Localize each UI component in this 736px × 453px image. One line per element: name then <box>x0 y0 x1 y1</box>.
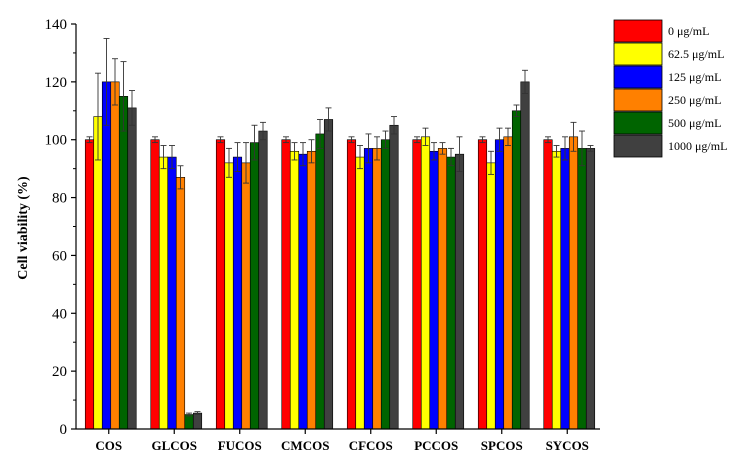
y-tick-label: 100 <box>45 133 68 149</box>
y-ticks: 0 20 40 60 80 100 120 140 <box>45 17 76 438</box>
bar <box>118 96 129 430</box>
bar <box>289 150 300 430</box>
bar <box>412 139 422 430</box>
legend-label: 500 μg/mL <box>668 116 721 130</box>
legend-swatch <box>613 42 663 66</box>
x-tick-label: GLCOS <box>151 438 197 453</box>
bar <box>150 139 160 430</box>
bar <box>93 116 103 430</box>
bar <box>503 136 513 430</box>
bar <box>175 177 186 430</box>
bar <box>486 162 496 430</box>
bar <box>224 162 234 430</box>
bar <box>577 148 587 430</box>
bar <box>454 153 465 430</box>
y-tick-label: 120 <box>45 75 68 91</box>
bar <box>258 130 268 430</box>
bar <box>158 156 169 430</box>
bar <box>315 133 325 430</box>
legend-swatch <box>613 88 663 112</box>
bar <box>323 119 334 430</box>
bar <box>372 148 382 430</box>
legend-swatch <box>613 65 663 89</box>
bar <box>429 150 439 430</box>
y-axis-title: Cell viability (%) <box>16 176 31 280</box>
bar <box>511 110 522 430</box>
x-tick-label: SYCOS <box>546 438 589 453</box>
bar <box>355 156 365 430</box>
bar <box>306 150 317 430</box>
bar <box>127 107 137 430</box>
x-tick-label: COS <box>95 438 122 453</box>
bar <box>568 136 579 430</box>
bar <box>192 412 203 430</box>
bar <box>110 81 120 430</box>
y-tick-label: 60 <box>52 248 67 264</box>
bar <box>551 150 562 430</box>
legend-label: 1000 μg/mL <box>668 139 727 153</box>
x-tick-label: PCCOS <box>414 438 458 453</box>
bar <box>446 156 456 430</box>
bar <box>477 139 488 430</box>
bar <box>363 148 374 430</box>
bar <box>298 153 308 430</box>
bar <box>249 142 260 430</box>
y-tick-label: 40 <box>52 306 67 322</box>
legend-swatch <box>613 134 663 158</box>
bar <box>241 162 251 430</box>
bars <box>84 38 596 430</box>
x-tick-labels: COS GLCOS FUCOS CMCOS CFCOS PCCOS SPCOS SYCOS <box>95 429 589 453</box>
x-tick-label: SPCOS <box>481 438 523 453</box>
legend-label: 62.5 μg/mL <box>668 47 724 61</box>
y-tick-label: 20 <box>52 364 67 380</box>
legend-swatch <box>613 19 663 43</box>
y-tick-label: 0 <box>60 422 68 438</box>
y-tick-label: 80 <box>52 191 67 207</box>
bar <box>494 139 505 430</box>
bar <box>585 148 596 430</box>
bar <box>346 139 357 430</box>
bar <box>389 124 399 430</box>
x-tick-label: CMCOS <box>281 438 329 453</box>
bar <box>420 136 431 430</box>
y-tick-label: 140 <box>45 17 68 33</box>
bar <box>232 156 243 430</box>
x-tick-label: CFCOS <box>349 438 393 453</box>
bar <box>520 81 530 430</box>
bar <box>167 156 177 430</box>
x-tick-label: FUCOS <box>218 438 262 453</box>
legend-label: 125 μg/mL <box>668 70 721 84</box>
legend-label: 250 μg/mL <box>668 93 721 107</box>
legend-swatch <box>613 111 663 135</box>
bar <box>437 148 448 430</box>
bar <box>560 148 570 430</box>
bar <box>380 139 391 430</box>
bar <box>84 139 95 430</box>
bar <box>281 139 291 430</box>
bar <box>184 414 194 430</box>
bar <box>101 81 112 430</box>
bar <box>215 139 226 430</box>
legend-label: 0 μg/mL <box>668 24 709 38</box>
bar <box>543 139 553 430</box>
legend: 0 μg/mL 62.5 μg/mL 125 μg/mL 250 μg/mL 500 μ… <box>613 19 727 158</box>
